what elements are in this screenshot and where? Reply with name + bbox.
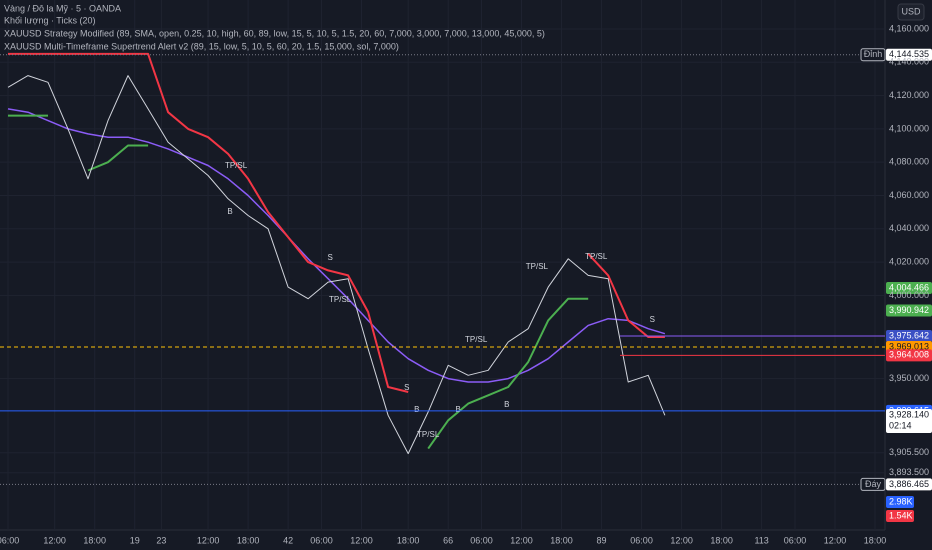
tag-caption: Đáy <box>865 479 882 489</box>
x-tick-label: 113 <box>754 535 768 545</box>
x-tick-label: 06:00 <box>630 535 653 545</box>
countdown: 02:14 <box>889 420 912 430</box>
price-tag-label: 3,886.465 <box>889 479 929 489</box>
legend-line: XAUUSD Strategy Modified (89, SMA, open,… <box>4 28 545 38</box>
x-tick-label: 18:00 <box>550 535 573 545</box>
price-tag-label: 3,990.942 <box>889 305 929 315</box>
price-tag-label: 3,964.008 <box>889 350 929 360</box>
price-tag <box>886 349 932 362</box>
y-tick-label: 4,080.000 <box>889 157 929 167</box>
y-tick-label: 4,000.000 <box>889 290 929 300</box>
plot: TP/SL B S TP/SL S B TP/SL TP/SL B B TP/SL TP/SL S <box>7 52 666 455</box>
grid <box>0 0 885 530</box>
legend-line: Khối lượng · Ticks (20) <box>4 15 95 25</box>
tag-caption: Đỉnh <box>864 49 883 59</box>
series-line <box>8 114 589 450</box>
price-tag <box>886 304 932 317</box>
x-tick-label: 18:00 <box>397 535 420 545</box>
tag-caption-box <box>860 477 886 491</box>
price-tag-label: 4,144.535 <box>889 49 929 59</box>
x-tick-label: 23 <box>156 535 166 545</box>
series-line <box>7 75 666 455</box>
x-tick-label: 12:00 <box>824 535 847 545</box>
signal-label: S <box>327 253 332 262</box>
y-tick-label: 4,140.000 <box>889 57 929 67</box>
signal-label: B <box>227 207 232 216</box>
signal-label: TP/SL <box>225 161 248 170</box>
tag-caption-box <box>860 48 886 62</box>
price-tag-label: 3,969.013 <box>889 341 929 351</box>
currency-button[interactable] <box>897 3 925 21</box>
signal-label: TP/SL <box>417 430 440 439</box>
x-tick-label: 06:00 <box>0 535 19 545</box>
y-tick-label: 4,040.000 <box>889 223 929 233</box>
signal-label: TP/SL <box>526 262 549 271</box>
signal-label: TP/SL <box>585 252 608 261</box>
x-tick-label: 18:00 <box>83 535 106 545</box>
x-tick-label: 12:00 <box>670 535 693 545</box>
price-tag <box>886 281 932 294</box>
x-tick-label: 06:00 <box>470 535 493 545</box>
price-tag <box>886 48 932 61</box>
signal-label: B <box>414 405 419 414</box>
signal-label: B <box>456 405 461 414</box>
x-tick-label: 06:00 <box>310 535 333 545</box>
signal-label: B <box>504 400 509 409</box>
x-tick-label: 18:00 <box>237 535 260 545</box>
volume-tag <box>886 510 914 522</box>
volume-tag-label: 1.54K <box>889 510 913 520</box>
y-tick-label: 3,893.500 <box>889 467 929 477</box>
signal-label: TP/SL <box>465 335 488 344</box>
x-tick-label: 12:00 <box>510 535 533 545</box>
y-tick-label: 3,950.000 <box>889 373 929 383</box>
x-tick-label: 18:00 <box>710 535 733 545</box>
y-tick-label: 4,160.000 <box>889 23 929 33</box>
volume-tag <box>886 496 914 508</box>
overlay: 4,144.535 Đỉnh 4,004.466 3,990.942 3,975.642… <box>0 48 932 522</box>
x-tick-label: 12:00 <box>197 535 220 545</box>
series-line <box>7 108 666 383</box>
price-tag <box>886 478 932 491</box>
price-tag-label: 3,928.140 <box>889 409 929 419</box>
volume-tag-label: 2.98K <box>889 496 913 506</box>
y-tick-label: 4,120.000 <box>889 90 929 100</box>
signal-label: S <box>404 383 409 392</box>
legend-line: XAUUSD Multi-Timeframe Supertrend Alert … <box>4 41 399 51</box>
currency-label: USD <box>901 6 921 16</box>
signal-label: TP/SL <box>329 295 352 304</box>
chart-title: Vàng / Đô la Mỹ · 5 · OANDA <box>4 3 121 13</box>
x-tick-label: 19 <box>130 535 140 545</box>
y-tick-label: 4,100.000 <box>889 123 929 133</box>
price-tag-label: 4,004.466 <box>889 282 929 292</box>
x-tick-label: 66 <box>443 535 453 545</box>
x-tick-label: 12:00 <box>350 535 373 545</box>
y-tick-label: 4,020.000 <box>889 256 929 266</box>
price-tag-label: 3,975.642 <box>889 330 929 340</box>
y-tick-label: 3,905.500 <box>889 447 929 457</box>
price-tag <box>886 409 932 434</box>
price-tag <box>886 329 932 342</box>
x-tick-label: 06:00 <box>784 535 807 545</box>
x-tick-label: 12:00 <box>43 535 66 545</box>
y-tick-label: 4,060.000 <box>889 190 929 200</box>
series-line <box>8 52 665 393</box>
x-tick-label: 89 <box>597 535 607 545</box>
signal-label: S <box>650 315 655 324</box>
x-tick-label: 42 <box>283 535 293 545</box>
x-tick-label: 18:00 <box>864 535 887 545</box>
